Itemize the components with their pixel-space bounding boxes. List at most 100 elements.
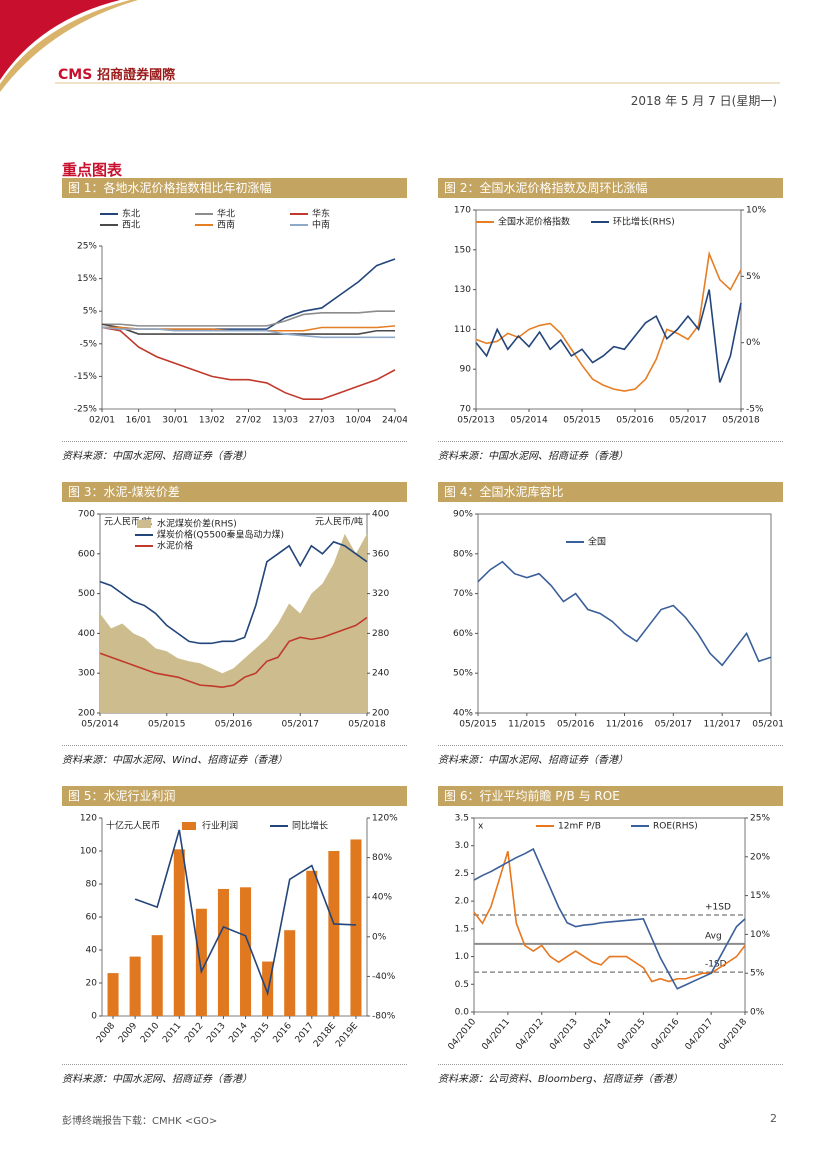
- legend-label: 环比增长(RHS): [613, 216, 675, 228]
- y-tick-label: 80: [86, 880, 98, 890]
- line: [101, 326, 396, 401]
- chart: -25% -15% -5% 5% 15% 25% 02/01 16/01 30/01 13/02 2…: [74, 208, 409, 426]
- x-tick-label: 24/04: [382, 416, 407, 426]
- y2-tick-label: 0%: [372, 932, 387, 942]
- y-tick-label: 20: [86, 979, 98, 989]
- y2-tick-label: 400: [372, 510, 389, 520]
- figure: 图 3：水泥-煤炭价差 200 300 400 500 600 700 200 240 280 32…: [62, 482, 407, 766]
- bar: [107, 973, 119, 1016]
- x-tick-label: 13/02: [199, 416, 225, 426]
- bar: [240, 887, 252, 1016]
- x-tick-label: 2009: [117, 1021, 140, 1045]
- y-tick-label: 1.0: [455, 952, 470, 962]
- y-tick-label: 70%: [453, 589, 473, 599]
- y2-tick-label: 80%: [372, 853, 392, 863]
- footer-text: 彭博终端报告下载：CMHK <GO>: [62, 1116, 218, 1127]
- x-tick-label: 05/2018: [752, 720, 783, 730]
- bar: [217, 888, 229, 1016]
- legend-label: 全国: [588, 536, 606, 548]
- line: [473, 847, 746, 990]
- x-tick-label: 30/01: [162, 416, 188, 426]
- y2-tick-label: 0%: [746, 338, 761, 348]
- legend-label: 水泥价格: [157, 540, 193, 552]
- x-tick-label: 05/2018: [348, 720, 386, 730]
- x-tick-label: 13/03: [272, 416, 298, 426]
- y-tick-label: 120: [80, 814, 97, 824]
- figure-title: 图 1：各地水泥价格指数相比年初涨幅: [62, 178, 407, 198]
- y-tick-label: 40%: [453, 709, 473, 719]
- figure: 图 1：各地水泥价格指数相比年初涨幅 -25% -15% -5% 5% 15% 25% 02/…: [62, 178, 409, 462]
- y-tick-label: 70: [460, 405, 472, 415]
- bar: [350, 839, 362, 1016]
- x-tick-label: 11/2015: [508, 720, 545, 730]
- legend-swatch: [182, 822, 196, 830]
- logo-text: 招商證券國際: [97, 68, 176, 83]
- y2-tick-label: 200: [372, 709, 389, 719]
- y-tick-label: 0.0: [455, 1008, 470, 1018]
- legend-label: 水泥煤炭价差(RHS): [157, 518, 237, 530]
- figure-source: 资料来源：中国水泥网、招商证券（香港）: [438, 745, 783, 766]
- chart: 40% 50% 60% 70% 80% 90% 05/2015 11/2015 05/2016 1…: [453, 510, 790, 730]
- y-tick-label: 0.5: [455, 980, 469, 990]
- y-tick-label: 200: [78, 709, 95, 719]
- line: [102, 258, 396, 330]
- y2-tick-label: 10%: [746, 206, 766, 216]
- x-tick-label: 02/01: [89, 416, 115, 426]
- y-tick-label: 100: [80, 847, 97, 857]
- x-tick-label: 04/2015: [616, 1017, 648, 1052]
- y-tick-label: 3.0: [455, 841, 470, 851]
- section-title: 重点图表: [62, 161, 123, 179]
- figure-title: 图 6：行业平均前瞻 P/B 与 ROE: [438, 786, 783, 806]
- x-tick-label: 2010: [139, 1021, 162, 1045]
- y2-tick-label: -80%: [372, 1012, 396, 1022]
- figure-source: 资料来源：公司资料、Bloomberg、招商证券（香港）: [438, 1064, 783, 1085]
- y2-tick-label: 5%: [746, 272, 761, 282]
- y2-tick-label: 240: [372, 669, 389, 679]
- x-tick-label: 11/2016: [606, 720, 644, 730]
- y-unit-label: 十亿元人民币: [106, 820, 160, 832]
- x-tick-label: 05/2015: [148, 720, 185, 730]
- y-tick-label: 80%: [453, 549, 473, 559]
- area: [100, 533, 367, 713]
- y-tick-label: 700: [78, 510, 95, 520]
- x-tick-label: 2016: [272, 1021, 295, 1045]
- figure-title: 图 2：全国水泥价格指数及周环比涨幅: [438, 178, 783, 198]
- x-tick-label: 16/01: [126, 416, 152, 426]
- plot-frame: [477, 513, 772, 714]
- y-tick-label: 50%: [453, 669, 473, 679]
- y2-tick-label: 40%: [372, 893, 392, 903]
- y-tick-label: 2.5: [455, 869, 469, 879]
- x-tick-label: 05/2016: [616, 416, 654, 426]
- y2-unit-label: 元人民币/吨: [315, 516, 363, 528]
- y-tick-label: 25%: [77, 242, 97, 252]
- figure: 图 5：水泥行业利润 0 20 40 60 80 100 120 -80% -40% 0% 40% 80…: [62, 786, 407, 1085]
- y-tick-label: -15%: [74, 372, 98, 382]
- y2-tick-label: 360: [372, 549, 389, 559]
- line: [475, 289, 742, 383]
- legend-label: ROE(RHS): [653, 822, 698, 832]
- bar: [173, 849, 185, 1016]
- y-tick-label: 60%: [453, 629, 473, 639]
- plot-frame: [475, 209, 742, 410]
- y-tick-label: 60: [86, 913, 98, 923]
- line: [99, 616, 368, 688]
- y-tick-label: -5%: [79, 339, 97, 349]
- x-tick-label: 2018E: [312, 1021, 338, 1050]
- bar: [129, 956, 141, 1016]
- legend-label: 东北: [122, 208, 140, 220]
- y2-tick-label: 15%: [750, 891, 770, 901]
- y2-tick-label: 20%: [750, 852, 770, 862]
- line: [473, 851, 746, 983]
- figure-title: 图 4：全国水泥库容比: [438, 482, 783, 502]
- report-date: 2018 年 5 月 7 日(星期一): [630, 94, 777, 108]
- y2-tick-label: 0%: [750, 1008, 765, 1018]
- y-tick-label: 150: [454, 245, 471, 255]
- bar: [262, 961, 274, 1016]
- legend-label: 煤炭价格(Q5500秦皇岛动力煤): [157, 529, 284, 541]
- figure: 图 2：全国水泥价格指数及周环比涨幅 70 90 110 130 150 170 -5% 0% 5…: [438, 178, 783, 462]
- x-tick-label: 2019E: [334, 1021, 360, 1050]
- y2-tick-label: -5%: [746, 405, 764, 415]
- x-tick-label: 05/2018: [722, 416, 760, 426]
- x-tick-label: 2012: [183, 1021, 205, 1045]
- y2-tick-label: 25%: [750, 814, 770, 824]
